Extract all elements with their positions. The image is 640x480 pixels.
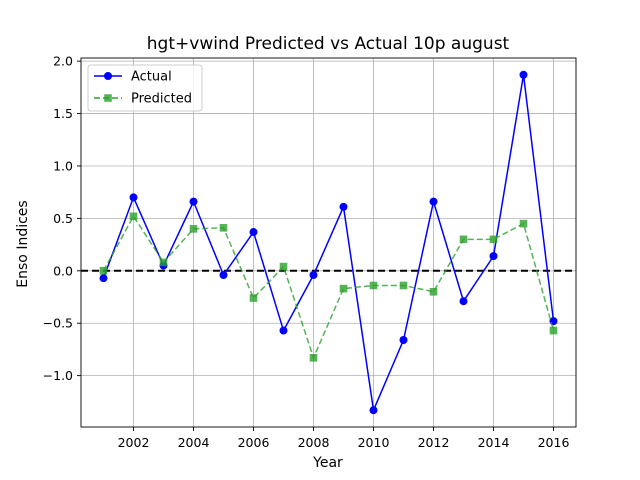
y-tick-label: −0.5	[43, 316, 73, 331]
plot-area: 2002 2004 2006 2008 2010 2012 2014 2016 −1.0 −0.5…	[43, 54, 577, 450]
y-tick-label: 1.5	[53, 106, 73, 121]
x-tick-label: 2006	[238, 435, 270, 450]
actual-point	[399, 335, 408, 344]
x-tick-label: 2008	[298, 435, 330, 450]
predicted-point	[519, 219, 528, 228]
axes-frame	[80, 57, 577, 428]
legend-label-actual: Actual	[131, 70, 172, 85]
predicted-point	[309, 354, 318, 362]
y-tick-label: 0.5	[53, 211, 73, 226]
x-tick-label: 2012	[418, 435, 450, 450]
x-axis: 2002 2004 2006 2008 2010 2012 2014 2016	[118, 427, 570, 450]
actual-point	[429, 197, 438, 206]
legend-marker-actual	[104, 72, 112, 80]
series-predicted	[99, 212, 558, 362]
series-line-actual	[102, 74, 555, 413]
actual-point	[459, 297, 468, 306]
legend-marker-predicted	[104, 94, 112, 102]
predicted-point	[549, 326, 558, 335]
series-line-predicted	[102, 214, 555, 360]
actual-point	[189, 197, 198, 206]
actual-point	[279, 326, 288, 335]
y-axis-label: Enso Indices	[15, 200, 31, 287]
predicted-point	[429, 287, 438, 296]
actual-point	[129, 193, 138, 202]
actual-point	[489, 252, 498, 261]
y-tick-label: −1.0	[43, 368, 73, 383]
actual-point	[309, 270, 318, 279]
predicted-point	[159, 258, 168, 267]
actual-point	[339, 202, 348, 211]
x-tick-label: 2004	[178, 435, 210, 450]
predicted-point	[459, 235, 468, 244]
legend-label-predicted: Predicted	[131, 92, 192, 107]
x-tick-label: 2014	[478, 435, 510, 450]
actual-point	[369, 406, 378, 415]
chart-title: hgt+vwind Predicted vs Actual 10p august	[147, 34, 510, 54]
y-axis: −1.0 −0.5 0.0 0.5 1.0 1.5 2.0	[43, 54, 81, 383]
predicted-point	[129, 212, 138, 221]
y-tick-label: 2.0	[53, 54, 73, 69]
predicted-point	[189, 225, 198, 233]
legend: Actual Predicted	[87, 64, 203, 112]
predicted-point	[399, 281, 408, 290]
actual-point	[249, 228, 258, 237]
series-actual	[99, 70, 558, 415]
predicted-point	[339, 284, 348, 293]
predicted-point	[489, 235, 498, 244]
predicted-point	[369, 281, 378, 290]
x-tick-label: 2016	[538, 435, 570, 450]
predicted-point	[249, 294, 258, 302]
actual-point	[219, 270, 228, 279]
predicted-point	[219, 224, 228, 232]
y-tick-label: 0.0	[53, 263, 73, 278]
actual-point	[519, 70, 528, 79]
x-tick-label: 2010	[358, 435, 390, 450]
actual-point	[99, 274, 108, 283]
x-tick-label: 2002	[118, 435, 150, 450]
predicted-point	[99, 267, 108, 275]
predicted-point	[279, 262, 288, 271]
y-tick-label: 1.0	[53, 158, 73, 173]
x-axis-label: Year	[312, 455, 343, 471]
